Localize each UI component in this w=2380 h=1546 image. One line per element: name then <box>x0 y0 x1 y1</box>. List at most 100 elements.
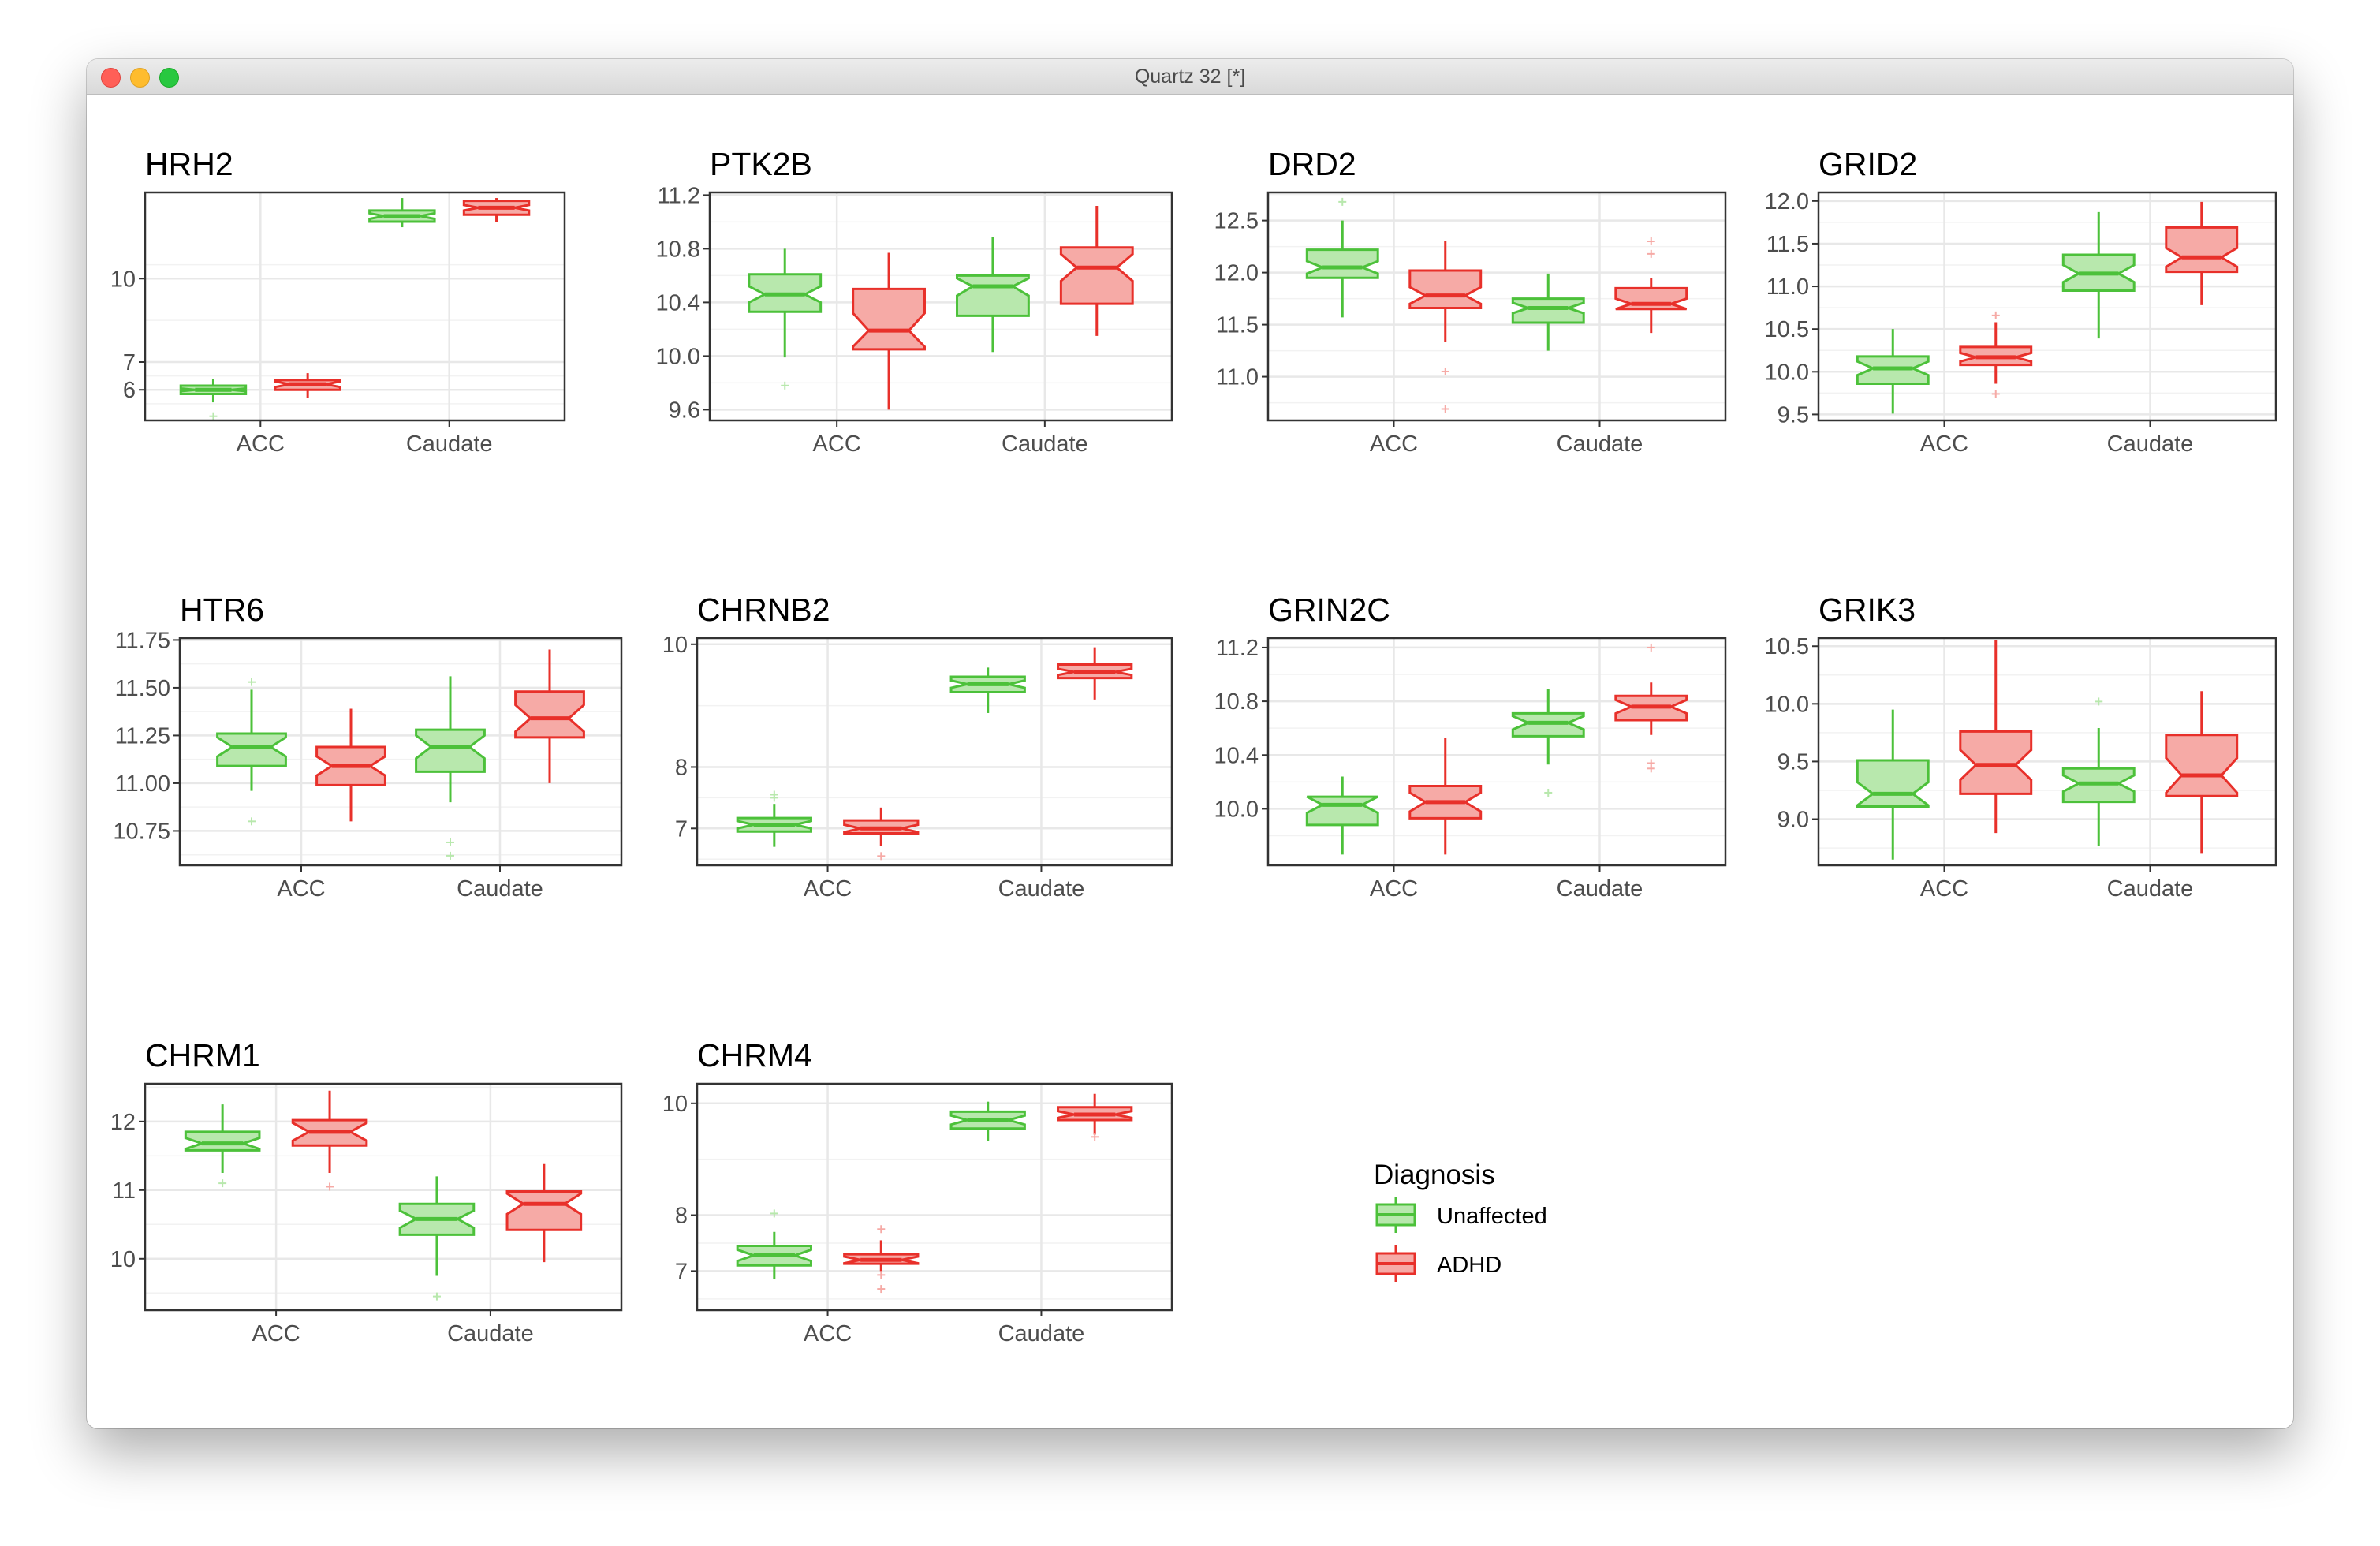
outlier-point <box>1544 788 1553 797</box>
y-tick-label: 10 <box>662 633 688 658</box>
panel-grin2c: GRIN2C 10.0 10.4 10.8 11.2 ACC Caudate <box>1214 592 1727 902</box>
box-adhd-caudate <box>462 198 531 222</box>
y-tick-label: 12.5 <box>1214 209 1259 234</box>
outlier-point <box>877 1285 886 1294</box>
box-adhd-caudate <box>514 649 585 783</box>
box-unaffected-caudate <box>2061 697 2136 846</box>
panel-border <box>178 637 623 867</box>
y-tick-label: 10.8 <box>1214 689 1259 715</box>
outlier-point <box>218 1179 227 1188</box>
panel-title: GRIK3 <box>1819 592 1916 628</box>
y-tick-label: 10.0 <box>1765 360 1809 385</box>
outlier-point <box>770 794 778 802</box>
panel-title: CHRNB2 <box>697 592 830 628</box>
panel-border <box>1266 191 1727 422</box>
panel-htr6: HTR6 10.75 11.00 11.25 11.50 11.75 ACC Caudate <box>113 592 623 902</box>
box-adhd-acc <box>1959 311 2033 398</box>
y-tick-label: 6 <box>123 378 136 403</box>
box-unaffected-acc <box>184 1104 261 1188</box>
title-bar[interactable]: Quartz 32 [*] <box>87 59 2293 95</box>
box-adhd-caudate <box>1614 643 1688 773</box>
y-tick-label: 11.5 <box>1766 232 1809 257</box>
y-tick-label: 7 <box>675 1259 688 1284</box>
box-unaffected-caudate <box>1511 689 1585 797</box>
x-tick-label: Caudate <box>998 1321 1085 1346</box>
box-unaffected-caudate <box>398 1176 476 1301</box>
y-tick-label: 11 <box>112 1178 136 1204</box>
box-unaffected-acc <box>179 379 248 420</box>
y-tick-label: 7 <box>675 816 688 842</box>
x-tick-label: Caudate <box>406 431 493 457</box>
y-tick-label: 10 <box>110 1247 136 1272</box>
box-unaffected-acc <box>1305 197 1379 318</box>
box-unaffected-caudate <box>949 667 1026 713</box>
close-button[interactable] <box>101 68 121 88</box>
outlier-point <box>770 1209 778 1218</box>
box-unaffected-acc <box>736 790 812 847</box>
outlier-point <box>877 1271 886 1279</box>
box-adhd-caudate <box>2165 691 2239 854</box>
plot-area: HRH2 6 7 10 ACC Caudate PTK2B 9.6 10.0 10.4 10.8 11… <box>87 94 2293 1428</box>
zoom-button[interactable] <box>159 68 179 88</box>
box-adhd-acc <box>852 252 926 410</box>
panel-title: CHRM4 <box>697 1037 812 1074</box>
box-unaffected-acc <box>736 1209 812 1280</box>
y-tick-label: 9.5 <box>1778 402 1809 428</box>
panel-border <box>144 191 566 422</box>
x-tick-label: ACC <box>813 431 861 457</box>
y-tick-label: 11.0 <box>1216 365 1259 390</box>
box-unaffected-caudate <box>2061 211 2136 339</box>
outlier-point <box>1647 249 1655 258</box>
panel-chrm1: CHRM1 10 11 12 ACC Caudate <box>110 1037 623 1346</box>
y-tick-label: 10.4 <box>1214 743 1259 768</box>
panel-title: GRIN2C <box>1268 592 1390 628</box>
panel-chrnb2: CHRNB2 7 8 10 ACC Caudate <box>662 592 1173 902</box>
y-tick-label: 12.0 <box>1765 189 1809 215</box>
x-tick-label: ACC <box>1370 431 1418 457</box>
outlier-point <box>248 678 256 686</box>
outlier-point <box>2095 697 2103 706</box>
y-tick-label: 11.5 <box>1216 313 1259 338</box>
panel-hrh2: HRH2 6 7 10 ACC Caudate <box>110 146 566 457</box>
legend-label-unaffected: Unaffected <box>1437 1204 1547 1229</box>
x-tick-label: ACC <box>804 876 852 902</box>
x-tick-label: Caudate <box>1002 431 1088 457</box>
panel-drd2: DRD2 11.0 11.5 12.0 12.5 ACC Caudate <box>1214 146 1727 457</box>
box-unaffected-caudate <box>956 237 1030 353</box>
outlier-point <box>1991 390 2000 398</box>
y-tick-label: 9.0 <box>1778 808 1809 833</box>
window-title: Quartz 32 [*] <box>1134 65 1246 88</box>
y-tick-label: 10 <box>662 1092 688 1117</box>
box-unaffected-caudate <box>949 1101 1026 1141</box>
box-adhd-caudate <box>1057 647 1133 700</box>
y-tick-label: 10.4 <box>656 290 700 316</box>
box-unaffected-acc <box>1856 329 1930 414</box>
x-tick-label: ACC <box>237 431 285 457</box>
x-tick-label: Caudate <box>2107 876 2194 902</box>
outlier-point <box>1647 764 1655 773</box>
box-adhd-caudate <box>1614 237 1688 334</box>
box-adhd-acc <box>843 807 920 861</box>
panel-title: HRH2 <box>145 146 233 182</box>
legend: Diagnosis Unaffected ADHD <box>1374 1160 1547 1282</box>
panel-chrm4: CHRM4 7 8 10 ACC Caudate <box>662 1037 1173 1346</box>
x-tick-label: ACC <box>277 876 325 902</box>
box-adhd-acc <box>1408 241 1483 413</box>
y-tick-label: 9.6 <box>669 398 700 423</box>
panel-title: PTK2B <box>710 146 812 182</box>
y-tick-label: 10.75 <box>113 819 170 844</box>
panel-grik3: GRIK3 9.0 9.5 10.0 10.5 ACC Caudate <box>1765 592 2277 902</box>
y-tick-label: 10.0 <box>1765 692 1809 717</box>
panel-title: GRID2 <box>1819 146 1917 182</box>
outlier-point <box>446 851 454 860</box>
legend-title: Diagnosis <box>1374 1160 1495 1190</box>
box-unaffected-acc <box>748 248 823 390</box>
y-tick-label: 11.75 <box>115 628 170 653</box>
box-adhd-acc <box>274 373 341 398</box>
minimize-button[interactable] <box>130 68 150 88</box>
quartz-window: Quartz 32 [*] HRH2 6 7 10 ACC Caudate PTK2B 9.6… <box>87 59 2293 1428</box>
box-adhd-caudate <box>1057 1093 1133 1141</box>
outlier-point <box>781 381 789 390</box>
x-tick-label: Caudate <box>457 876 543 902</box>
panel-border <box>1266 637 1727 867</box>
